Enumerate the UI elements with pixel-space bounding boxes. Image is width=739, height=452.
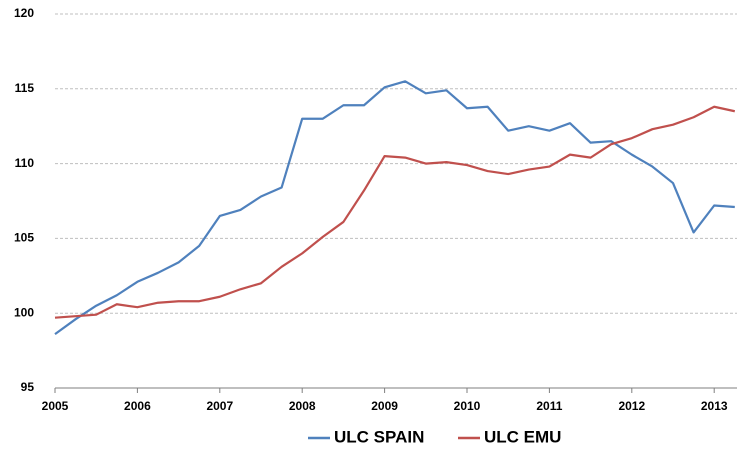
x-tick-label: 2009 — [371, 399, 398, 413]
y-tick-label: 95 — [21, 380, 35, 394]
legend-label: ULC SPAIN — [334, 427, 424, 446]
x-tick-label: 2006 — [124, 399, 151, 413]
x-tick-label: 2007 — [206, 399, 233, 413]
y-tick-label: 100 — [14, 305, 34, 319]
x-tick-label: 2005 — [42, 399, 69, 413]
x-tick-label: 2011 — [536, 399, 562, 413]
line — [54, 105, 736, 319]
y-tick-label: 120 — [14, 6, 34, 20]
legend-label: ULC EMU — [484, 427, 561, 446]
y-tick-label: 110 — [15, 156, 35, 170]
x-tick-label: 2012 — [618, 399, 645, 413]
y-tick-label: 115 — [15, 81, 35, 95]
x-tick-label: 2013 — [701, 399, 728, 413]
line — [54, 80, 735, 336]
x-tick-label: 2008 — [289, 399, 316, 413]
x-tick-label: 2010 — [454, 399, 481, 413]
y-tick-label: 105 — [14, 231, 34, 245]
